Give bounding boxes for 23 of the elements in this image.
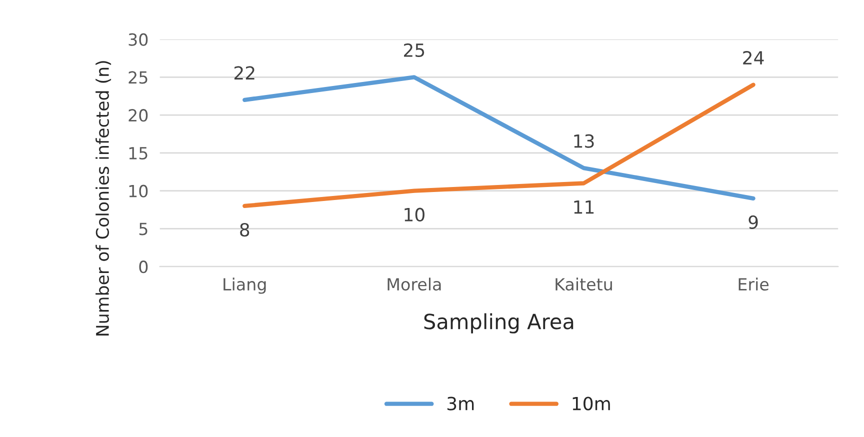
y-tick-label: 15: [129, 147, 148, 160]
y-tick-label: 25: [128, 71, 148, 84]
y-tick-label: 5: [139, 222, 148, 236]
data-label: 10: [404, 208, 424, 222]
data-label: 24: [743, 50, 764, 64]
y-tick-label: 30: [128, 33, 148, 46]
x-tick-label: Morela: [388, 278, 441, 291]
x-axis-title: Sampling Area: [424, 313, 574, 334]
data-label: 8: [240, 222, 250, 237]
legend-label: 3m: [447, 396, 474, 410]
data-label: 13: [574, 134, 594, 148]
data-label: 9: [748, 215, 758, 230]
y-axis-title: Number of Colonies infected (n): [96, 61, 112, 336]
legend-label: 10m: [572, 396, 610, 410]
data-label: 22: [234, 66, 254, 80]
data-label: 25: [404, 43, 424, 58]
x-tick-label: Kaitetu: [556, 278, 612, 291]
x-tick-label: Liang: [224, 278, 266, 294]
x-tick-label: Erie: [738, 278, 769, 291]
data-label: 11: [574, 200, 594, 214]
y-tick-label: 0: [139, 260, 148, 274]
y-tick-label: 20: [128, 109, 148, 122]
y-tick-label: 10: [129, 184, 148, 198]
